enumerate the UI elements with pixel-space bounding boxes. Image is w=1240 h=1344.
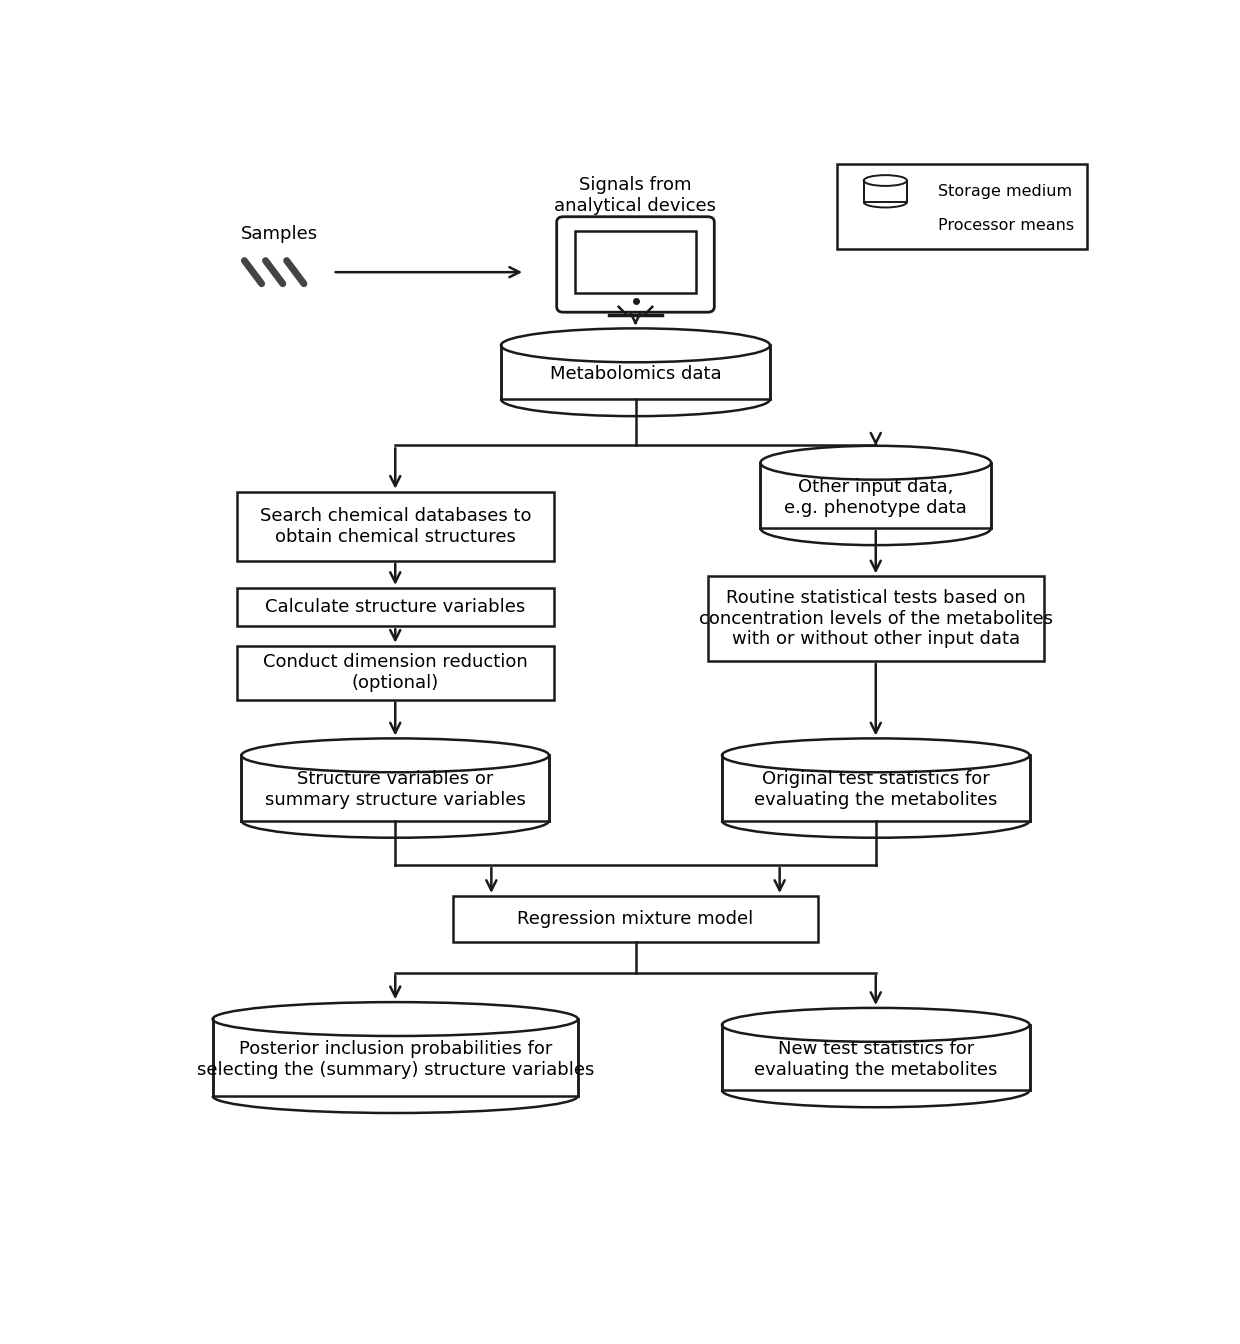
Polygon shape <box>501 345 770 399</box>
Text: Metabolomics data: Metabolomics data <box>549 366 722 383</box>
Polygon shape <box>722 1025 1029 1090</box>
Bar <box>708 577 1044 661</box>
Polygon shape <box>213 1019 578 1097</box>
Ellipse shape <box>242 738 549 773</box>
Text: Structure variables or
summary structure variables: Structure variables or summary structure… <box>265 770 526 809</box>
Ellipse shape <box>760 446 991 480</box>
Text: New test statistics for
evaluating the metabolites: New test statistics for evaluating the m… <box>754 1040 997 1079</box>
Polygon shape <box>760 462 991 528</box>
Text: Processor means: Processor means <box>939 219 1074 234</box>
Bar <box>864 218 906 234</box>
Polygon shape <box>864 180 906 202</box>
Ellipse shape <box>722 738 1029 773</box>
Text: Samples: Samples <box>242 224 319 243</box>
Ellipse shape <box>722 1008 1029 1042</box>
FancyBboxPatch shape <box>557 216 714 312</box>
Text: Original test statistics for
evaluating the metabolites: Original test statistics for evaluating … <box>754 770 997 809</box>
Text: Regression mixture model: Regression mixture model <box>517 910 754 927</box>
Text: Posterior inclusion probabilities for
selecting the (summary) structure variable: Posterior inclusion probabilities for se… <box>197 1040 594 1079</box>
Text: Conduct dimension reduction
(optional): Conduct dimension reduction (optional) <box>263 653 528 692</box>
Text: Routine statistical tests based on
concentration levels of the metabolites
with : Routine statistical tests based on conce… <box>699 589 1053 648</box>
Text: Storage medium: Storage medium <box>939 184 1073 199</box>
Text: Signals from
analytical devices: Signals from analytical devices <box>554 176 717 215</box>
Bar <box>237 645 554 699</box>
Polygon shape <box>242 755 549 821</box>
Bar <box>575 231 696 293</box>
Bar <box>837 164 1087 249</box>
Ellipse shape <box>501 328 770 363</box>
Text: Search chemical databases to
obtain chemical structures: Search chemical databases to obtain chem… <box>259 507 531 546</box>
Bar <box>237 492 554 560</box>
Ellipse shape <box>864 175 906 185</box>
Ellipse shape <box>213 1003 578 1036</box>
Text: Calculate structure variables: Calculate structure variables <box>265 598 526 616</box>
Polygon shape <box>722 755 1029 821</box>
Bar <box>237 587 554 626</box>
Bar <box>453 896 818 942</box>
Text: Other input data,
e.g. phenotype data: Other input data, e.g. phenotype data <box>785 477 967 516</box>
